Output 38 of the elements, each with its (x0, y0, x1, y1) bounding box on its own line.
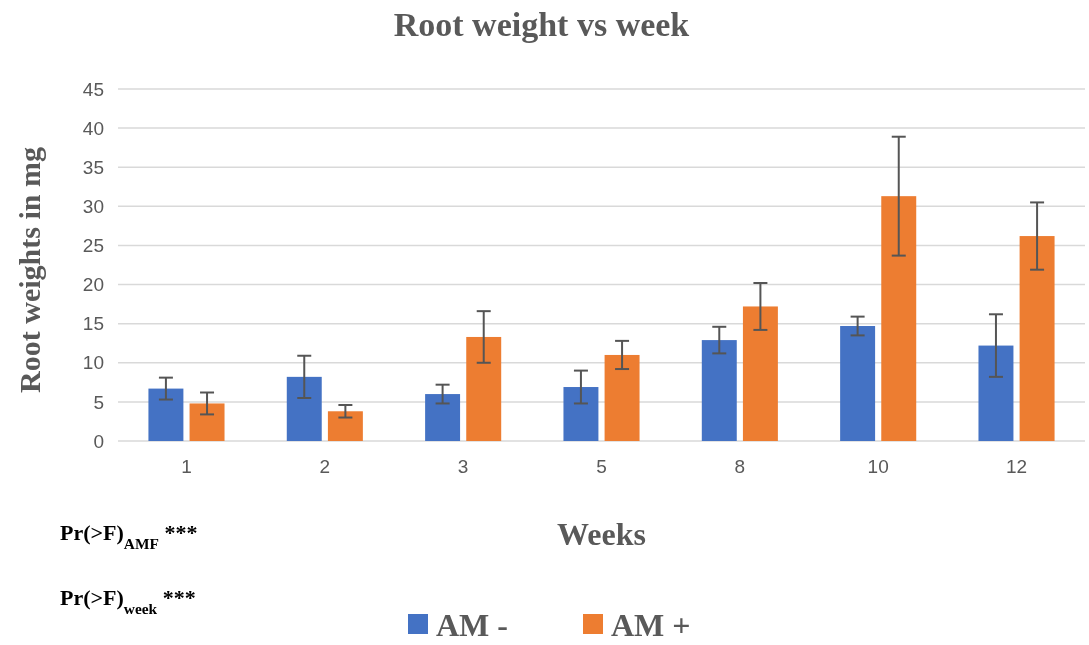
y-tick-label: 20 (82, 274, 104, 296)
bar (881, 196, 917, 441)
y-tick-label: 45 (82, 78, 104, 100)
x-tick-label: 2 (319, 456, 331, 477)
y-tick-label: 30 (82, 195, 104, 217)
y-tick-label: 0 (93, 430, 104, 452)
bar (604, 354, 640, 441)
y-axis-title: Root weights in mg (13, 147, 46, 393)
bar (742, 306, 778, 441)
y-tick-label: 40 (82, 117, 104, 139)
bar (148, 388, 184, 441)
legend-label: AM + (611, 607, 691, 644)
bar (425, 394, 461, 441)
bar (466, 336, 502, 441)
chart-title: Root weight vs week (393, 6, 690, 43)
y-tick-label: 5 (93, 391, 104, 413)
y-tick-label: 10 (82, 352, 104, 374)
bar (286, 376, 322, 441)
y-tick-label: 15 (82, 313, 104, 335)
bar (978, 345, 1014, 441)
x-axis-title: Weeks (557, 516, 646, 552)
x-tick-label: 8 (734, 456, 746, 477)
bar (840, 326, 876, 441)
text: Pr(>F)$_{week}$ *** (60, 585, 196, 617)
bar (1019, 236, 1055, 441)
text: Pr(>F)$_{AMF}$ *** (60, 520, 198, 552)
x-tick-label: 1 (181, 456, 192, 477)
bar (563, 387, 599, 441)
bar (327, 411, 363, 441)
y-tick-label: 25 (82, 235, 104, 257)
x-tick-label: 5 (596, 456, 607, 477)
x-tick-label: 3 (457, 456, 469, 477)
x-tick-label: 10 (867, 456, 889, 477)
legend-label: AM - (436, 607, 508, 644)
bar (189, 403, 225, 441)
bar (701, 340, 737, 441)
y-tick-label: 35 (82, 156, 104, 178)
x-tick-label: 12 (1005, 456, 1028, 477)
